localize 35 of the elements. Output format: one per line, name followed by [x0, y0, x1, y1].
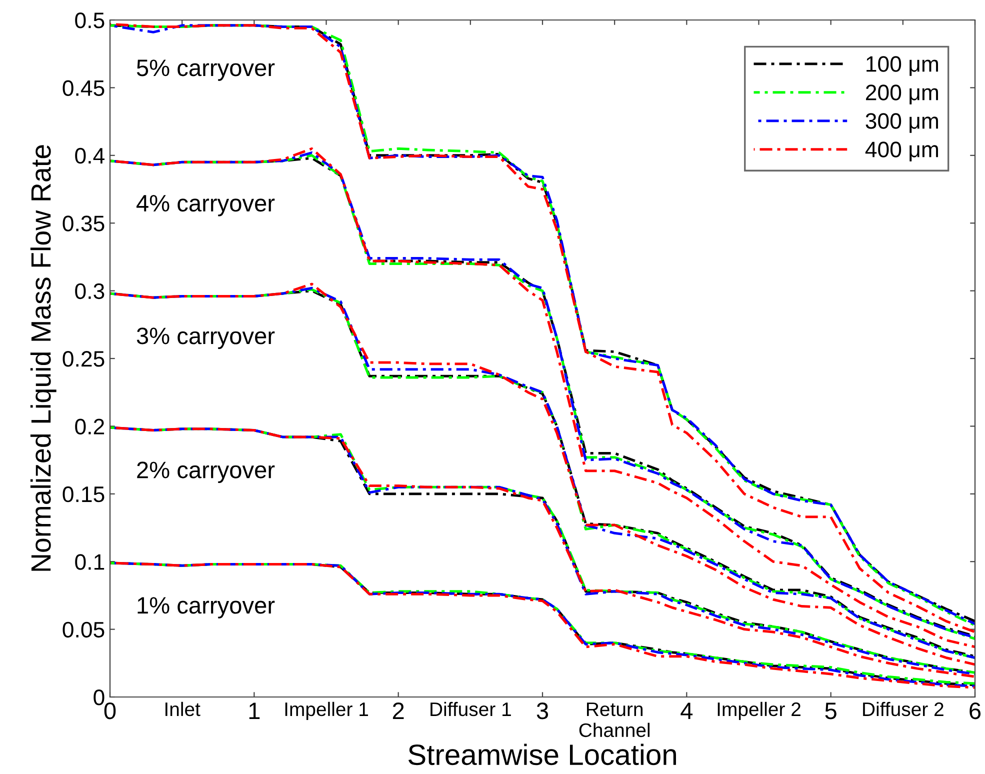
x-tick-label: 6 — [970, 702, 981, 720]
y-tick-label: 0.3 — [75, 283, 104, 300]
annotation: 2% carryover — [137, 462, 275, 484]
y-tick-label: 0.35 — [62, 216, 104, 232]
annotation: 5% carryover — [136, 60, 275, 81]
x-tick-label: Impeller 1 — [285, 702, 368, 720]
x-tick-label: Inlet — [166, 702, 200, 716]
x-tick-label: Diffuser 1 — [430, 702, 511, 716]
y-tick-label: 0.2 — [75, 418, 104, 434]
annotation: 3% carryover — [136, 328, 275, 349]
x-tick-label: Diffuser 2 — [863, 702, 944, 716]
y-tick-label: 0 — [94, 690, 104, 706]
y-tick-label: 0.5 — [75, 12, 104, 28]
x-tick-label: Impeller 2 — [718, 702, 800, 720]
x-tick-label: 5 — [825, 702, 836, 720]
x-tick-label: 2 — [392, 702, 404, 719]
y-tick-label: 0.25 — [62, 351, 104, 367]
y-tick-label: 0.15 — [62, 486, 104, 502]
x-tick-label: 1 — [249, 702, 260, 719]
y-tick-label: 0.1 — [75, 554, 104, 570]
legend-label: 100 μm — [866, 56, 938, 76]
legend-label: 400 μm — [865, 142, 938, 162]
annotation: 1% carryover — [138, 597, 275, 618]
x-tick-label: 3 — [536, 702, 548, 720]
y-tick-label: 0.45 — [62, 80, 104, 96]
x-axis-title: Streamwise Location — [408, 744, 676, 766]
x-tick-label: Return Channel — [579, 702, 650, 738]
x-tick-label: 4 — [680, 702, 693, 719]
x-tick-label: 0 — [104, 702, 116, 720]
y-tick-label: 0.4 — [75, 148, 104, 164]
annotation: 4% carryover — [136, 194, 275, 216]
y-axis-title: Normalized Liquid Mass Flow Rate — [30, 145, 56, 571]
legend-label: 200 μm — [866, 84, 938, 104]
y-tick-label: 0.05 — [62, 622, 104, 638]
legend-label: 300 μm — [866, 113, 938, 133]
